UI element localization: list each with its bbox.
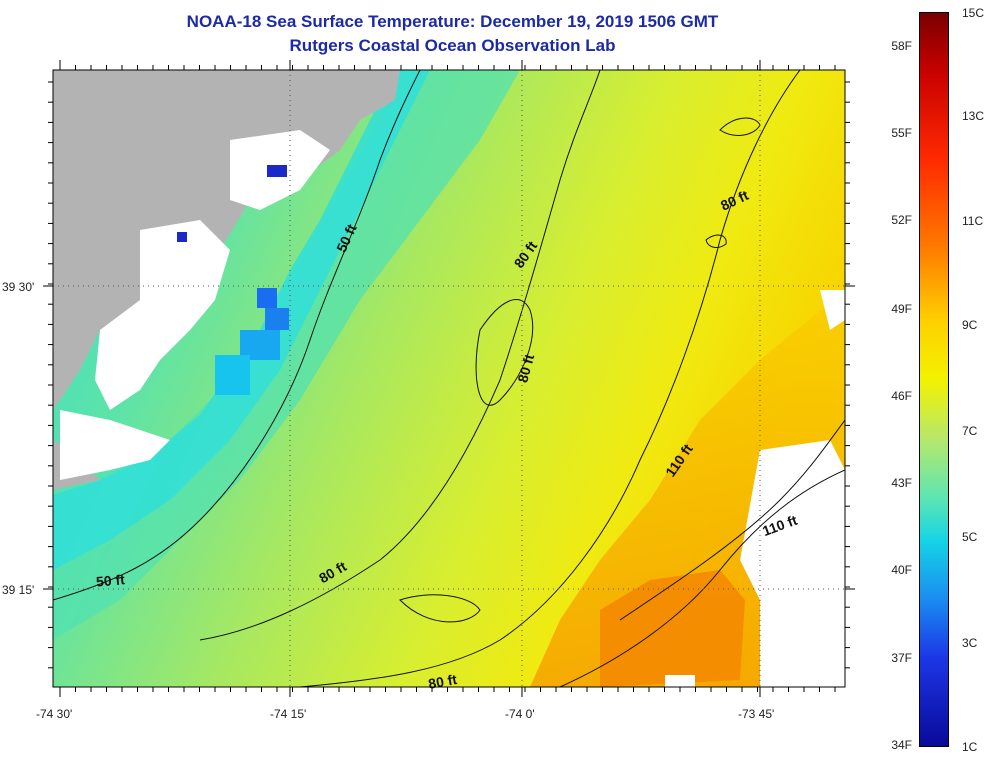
no-data-area: [740, 440, 845, 687]
colorbar-f-label: 49F: [891, 302, 912, 316]
contour-line: [559, 469, 845, 687]
inland-water: [177, 232, 187, 242]
y-tick-label: 39 15': [2, 583, 34, 597]
contour-line: [53, 70, 421, 601]
colorbar-f-label: 43F: [891, 476, 912, 490]
no-data-area: [665, 675, 695, 687]
colorbar-c-label: 5C: [962, 530, 978, 544]
colorbar-f-label: 55F: [891, 126, 912, 140]
colorbar-f-label: 52F: [891, 213, 912, 227]
colorbar-c-label: 1C: [962, 740, 978, 754]
cold-cell: [265, 308, 289, 330]
x-tick-label: -74 30': [36, 707, 72, 721]
contour-line: [399, 594, 481, 623]
minor-ticks: [48, 65, 850, 692]
cold-cell: [215, 355, 250, 395]
colorbar-f-label: 37F: [891, 651, 912, 665]
contour-line: [299, 70, 801, 687]
colorbar-f-label: 46F: [891, 389, 912, 403]
temperature-colorbar: [919, 12, 949, 747]
colorbar-c-label: 7C: [962, 424, 978, 438]
x-tick-label: -73 45': [738, 707, 774, 721]
contour-line: [475, 299, 534, 406]
contour-line: [619, 419, 845, 621]
contour-line: [705, 234, 727, 248]
colorbar-c-label: 9C: [962, 318, 978, 332]
colorbar-c-label: 11C: [962, 214, 984, 228]
colorbar-c-label: 15C: [962, 6, 985, 20]
plot-frame: [52, 69, 846, 688]
cold-cell: [257, 288, 277, 308]
y-tick-label: 39 30': [2, 280, 34, 294]
contour-line: [199, 70, 601, 641]
contour-label: 50 ft: [95, 571, 125, 589]
x-tick-label: -74 0': [505, 707, 535, 721]
inland-water: [267, 165, 287, 177]
x-tick-label: -74 15': [270, 707, 306, 721]
contour-label: 80 ft: [514, 352, 537, 384]
colorbar-c-label: 13C: [962, 109, 985, 123]
no-data-area: [820, 290, 845, 330]
colorbar-f-label: 58F: [891, 39, 912, 53]
coastal-bay: [60, 410, 170, 480]
colorbar-c-label: 3C: [962, 636, 978, 650]
coastal-bay: [95, 220, 230, 410]
map-title: NOAA-18 Sea Surface Temperature: Decembe…: [186, 12, 719, 31]
map-subtitle: Rutgers Coastal Ocean Observation Lab: [289, 36, 616, 55]
colorbar-f-label: 34F: [891, 738, 912, 752]
colorbar-f-label: 40F: [891, 563, 912, 577]
orange-patch: [600, 570, 745, 687]
cyan-nearshore-band: [53, 70, 430, 570]
